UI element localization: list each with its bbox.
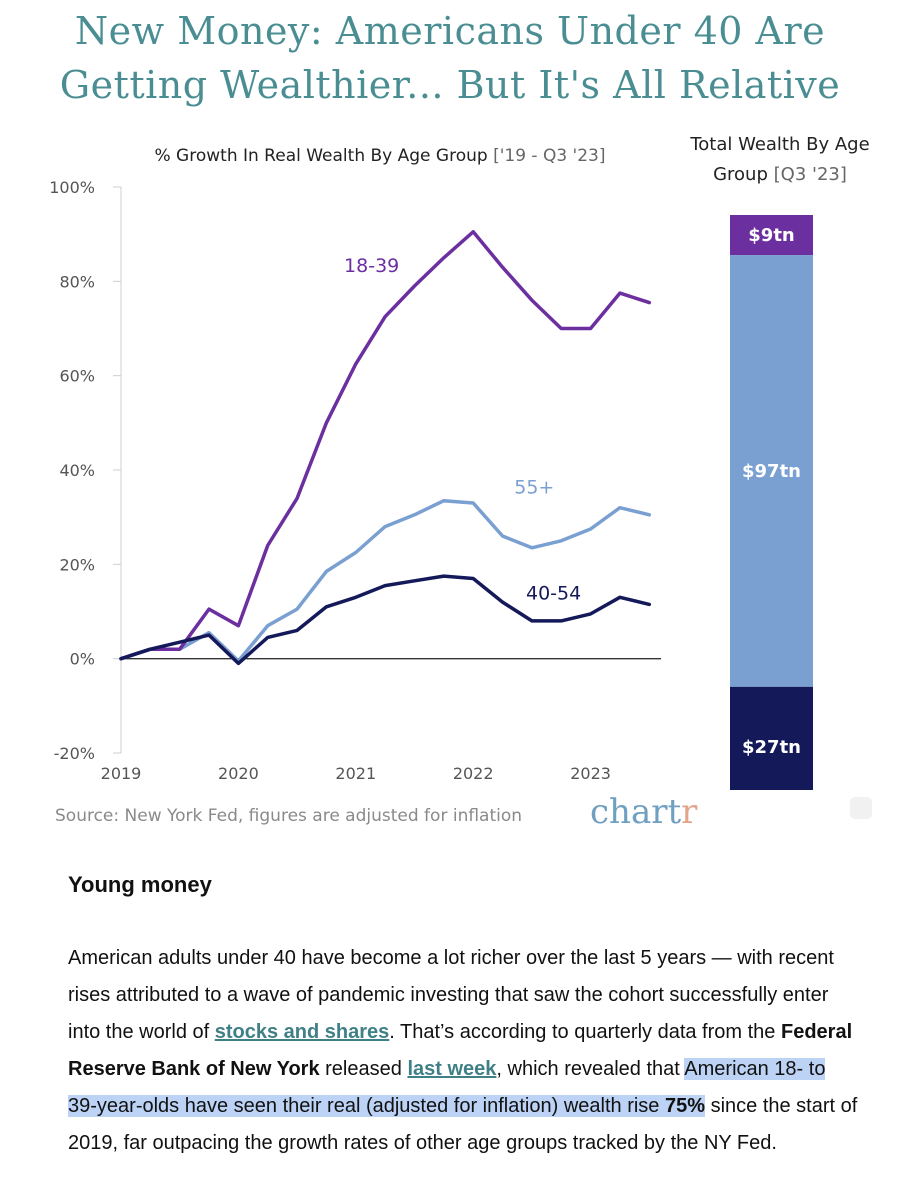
article-paragraph: American adults under 40 have become a l… — [68, 940, 858, 1162]
y-tick-label: 0% — [70, 650, 95, 669]
chart-canvas: 100% 80% 60% 40% 20% 0% -20% 2019 2020 2021 2022 20… — [49, 178, 813, 790]
stacked-bar-subtitle: Group — [713, 164, 768, 185]
series-line-55+ — [119, 498, 652, 663]
headline-line-1: New Money: Americans Under 40 Are — [74, 9, 826, 53]
chartr-logo: chartr — [590, 792, 697, 832]
x-tick-label: 2023 — [570, 764, 611, 783]
article-text-1: American adults under 40 have become a l… — [68, 947, 834, 1043]
article-text-5: since the start of 2019, far outpacing t… — [68, 1095, 858, 1154]
article-text-3: released — [319, 1058, 408, 1080]
article-text-2: . That’s according to quarterly data fro… — [389, 1021, 781, 1043]
wealth-label-18-39: $9tn — [748, 225, 794, 246]
wealth-label-40-54: $27tn — [742, 737, 801, 758]
line-chart-title-text: % Growth In Real Wealth By Age Group — [154, 146, 488, 166]
headline-line-2: Getting Wealthier... But It's All Relati… — [59, 63, 841, 107]
x-tick-label: 2021 — [335, 764, 376, 783]
highlighted-percent: 75% — [664, 1095, 706, 1117]
x-tick-label: 2020 — [218, 764, 259, 783]
x-tick-label: 2022 — [453, 764, 494, 783]
source-note: Source: New York Fed, figures are adjust… — [55, 806, 523, 826]
wealth-label-55+: $97tn — [742, 461, 801, 482]
series-line-18-39 — [119, 230, 652, 661]
y-tick-label: 80% — [59, 272, 95, 291]
logo-main: chart — [590, 792, 682, 832]
wealth-segment-55+ — [730, 255, 813, 687]
wealth-segment-40-54 — [730, 686, 813, 790]
image-options-icon[interactable] — [850, 797, 872, 819]
article-heading: Young money — [68, 872, 212, 897]
article-text-4: , which revealed that — [496, 1058, 685, 1080]
series-label-18-39: 18-39 — [344, 255, 399, 277]
headline: New Money: Americans Under 40 Are Gettin… — [0, 4, 900, 112]
stacked-bar-subtitle-note: [Q3 '23] — [773, 164, 847, 185]
y-tick-label: -20% — [54, 744, 95, 763]
y-tick-label: 40% — [59, 461, 95, 480]
last-week-link[interactable]: last week — [407, 1058, 497, 1080]
stocks-and-shares-link[interactable]: stocks and shares — [214, 1021, 390, 1043]
y-tick-label: 20% — [59, 555, 95, 574]
highlighted-text-main: American 18- to 39-year-olds have seen t… — [68, 1058, 826, 1117]
fed-bank-name: Federal Reserve Bank of New York — [68, 1021, 853, 1080]
line-chart-subtitle: ['19 - Q3 '23] — [493, 146, 606, 166]
series-line-40-54 — [119, 574, 652, 666]
stacked-bar-title: Total Wealth By Age Group [Q3 '23] — [670, 130, 890, 190]
series-label-40-54: 40-54 — [526, 583, 581, 605]
wealth-segment-18-39 — [730, 215, 813, 256]
series-label-55+: 55+ — [514, 477, 554, 499]
stacked-bar-title-text: Total Wealth By Age — [690, 134, 870, 155]
x-tick-label: 2019 — [101, 764, 142, 783]
y-tick-label: 60% — [59, 367, 95, 386]
y-tick-label: 100% — [49, 178, 95, 197]
logo-accent: r — [681, 792, 698, 832]
line-chart-title: % Growth In Real Wealth By Age Group ['1… — [100, 146, 660, 166]
